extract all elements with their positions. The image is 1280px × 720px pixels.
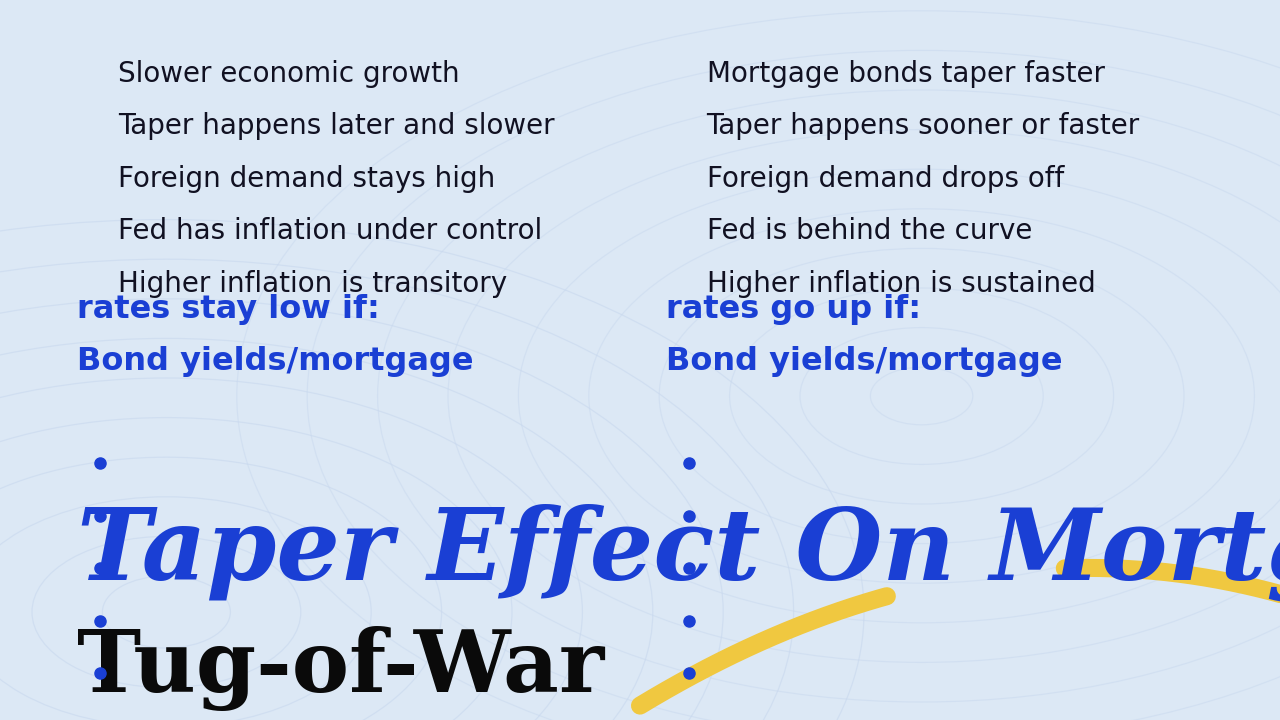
Text: Higher inflation is sustained: Higher inflation is sustained	[707, 270, 1096, 298]
Text: Slower economic growth: Slower economic growth	[118, 60, 460, 88]
Text: Taper happens sooner or faster: Taper happens sooner or faster	[707, 112, 1139, 140]
Text: Bond yields/mortgage: Bond yields/mortgage	[666, 346, 1062, 377]
Text: Foreign demand stays high: Foreign demand stays high	[118, 165, 495, 193]
Text: Taper happens later and slower: Taper happens later and slower	[118, 112, 554, 140]
Text: Tug-of-War: Tug-of-War	[77, 626, 604, 711]
Text: Mortgage bonds taper faster: Mortgage bonds taper faster	[707, 60, 1105, 88]
Text: rates go up if:: rates go up if:	[666, 294, 920, 325]
Text: Bond yields/mortgage: Bond yields/mortgage	[77, 346, 474, 377]
Text: rates stay low if:: rates stay low if:	[77, 294, 380, 325]
Text: Higher inflation is transitory: Higher inflation is transitory	[118, 270, 507, 298]
Text: Foreign demand drops off: Foreign demand drops off	[707, 165, 1064, 193]
Text: Fed is behind the curve: Fed is behind the curve	[707, 217, 1032, 246]
Text: Taper Effect On Mortgages: Taper Effect On Mortgages	[77, 504, 1280, 602]
Text: Fed has inflation under control: Fed has inflation under control	[118, 217, 541, 246]
